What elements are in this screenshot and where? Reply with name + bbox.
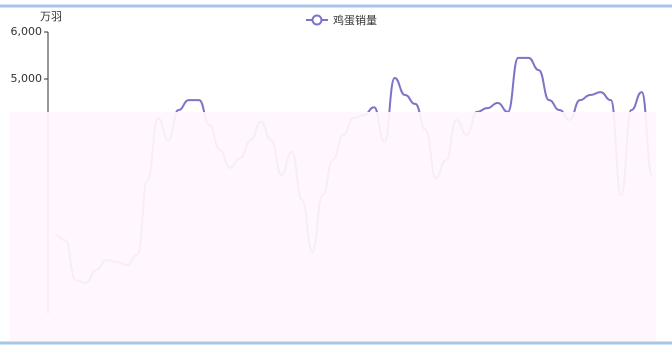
legend-marker bbox=[311, 14, 323, 26]
y-tick-label: 6,000 bbox=[11, 25, 43, 38]
overlay bbox=[10, 112, 656, 341]
legend-label: 鸡蛋销量 bbox=[333, 13, 377, 27]
y-axis-label: 万羽 bbox=[40, 10, 62, 23]
y-tick-label: 5,000 bbox=[11, 72, 43, 85]
